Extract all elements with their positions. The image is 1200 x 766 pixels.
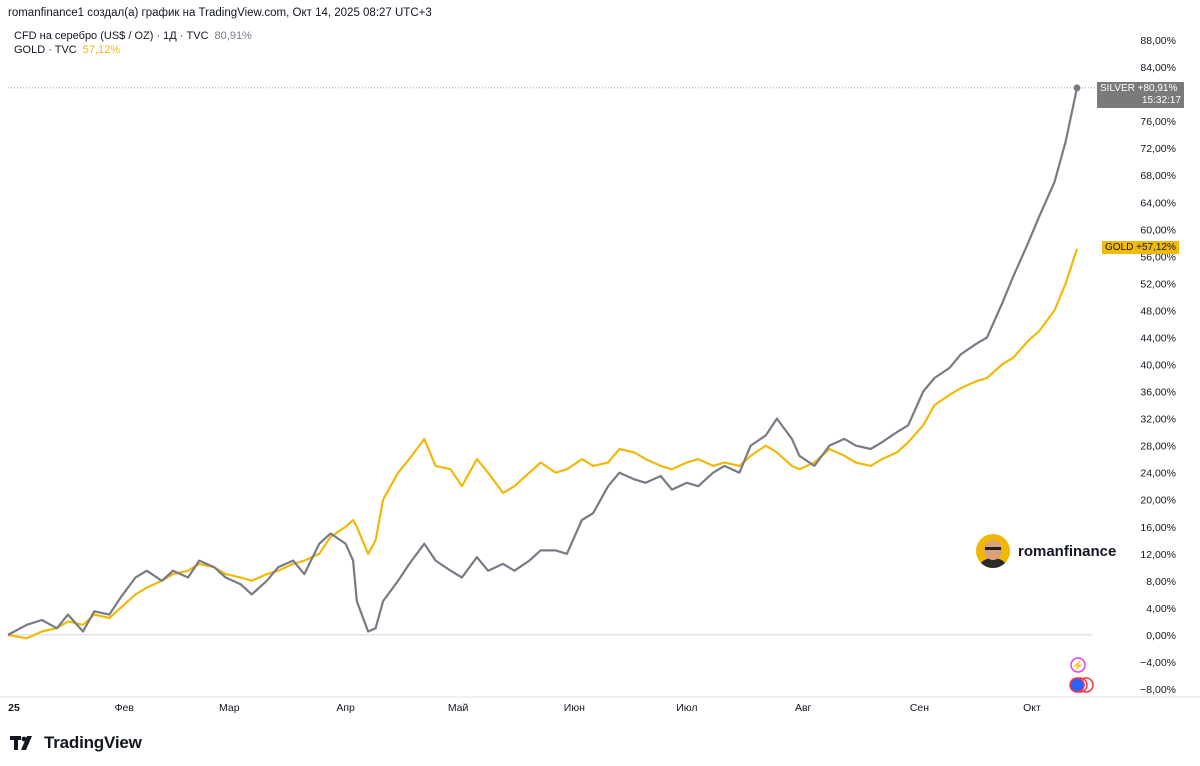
x-tick-label: Апр — [336, 702, 355, 714]
tradingview-brand: TradingView — [44, 733, 142, 752]
x-tick-label: Май — [448, 702, 469, 714]
legend-gold-name: GOLD · TVC — [14, 44, 77, 56]
y-tick-label: 48,00% — [1140, 305, 1176, 317]
y-tick-label: 28,00% — [1140, 441, 1176, 453]
gold-tag-label: GOLD — [1105, 241, 1134, 253]
y-tick-label: 24,00% — [1140, 468, 1176, 480]
x-tick-label: Июн — [564, 702, 585, 714]
y-tick-label: 36,00% — [1140, 387, 1176, 399]
x-tick-label: Сен — [910, 702, 929, 714]
gold-series-line[interactable] — [7, 248, 1079, 640]
y-tick-label: 44,00% — [1140, 332, 1176, 344]
silver-tag-value: +80,91% — [1137, 82, 1178, 94]
y-tick-label: 16,00% — [1140, 522, 1176, 534]
gold-price-tag: GOLD +57,12% — [1102, 240, 1179, 254]
y-tick-label: 56,00% — [1140, 251, 1176, 263]
y-tick-label: 76,00% — [1140, 116, 1176, 128]
us-flag-event-icon[interactable] — [1069, 677, 1085, 693]
y-tick-label: 32,00% — [1140, 414, 1176, 426]
y-tick-label: 4,00% — [1146, 603, 1176, 615]
y-tick-label: −8,00% — [1140, 684, 1176, 696]
y-tick-label: 88,00% — [1140, 35, 1176, 47]
silver-tag-label: SILVER — [1100, 82, 1135, 94]
y-tick-label: 0,00% — [1146, 630, 1176, 642]
silver-price-tag: SILVER +80,91% 15:32:17 — [1097, 81, 1184, 108]
legend-gold[interactable]: GOLD · TVC 57,12% — [14, 43, 252, 57]
legend-silver[interactable]: CFD на серебро (US$ / OZ) · 1Д · TVC 80,9… — [14, 29, 252, 43]
x-tick-label: Авг — [795, 702, 812, 714]
lightning-glyph-icon: ⚡ — [1072, 659, 1084, 672]
x-tick-label: Фев — [115, 702, 135, 714]
y-tick-label: 40,00% — [1140, 360, 1176, 372]
y-tick-label: −4,00% — [1140, 657, 1176, 669]
x-tick-label: Окт — [1023, 702, 1041, 714]
y-tick-label: 84,00% — [1140, 62, 1176, 74]
y-tick-label: 64,00% — [1140, 197, 1176, 209]
y-tick-label: 20,00% — [1140, 495, 1176, 507]
gold-tag-value: +57,12% — [1136, 241, 1176, 253]
y-tick-label: 52,00% — [1140, 278, 1176, 290]
tradingview-logo[interactable]: TradingView — [10, 733, 142, 753]
y-tick-label: 12,00% — [1140, 549, 1176, 561]
author-watermark: romanfinance — [976, 534, 1116, 568]
legend-silver-name: CFD на серебро (US$ / OZ) · 1Д · TVC — [14, 30, 209, 42]
y-tick-label: 8,00% — [1146, 576, 1176, 588]
author-name: romanfinance — [1018, 542, 1117, 560]
silver-tag-countdown: 15:32:17 — [1142, 94, 1181, 106]
silver-series-line[interactable] — [7, 87, 1079, 636]
x-tick-label: Июл — [676, 702, 697, 714]
chart-legend: CFD на серебро (US$ / OZ) · 1Д · TVC 80,9… — [14, 29, 252, 57]
avatar — [976, 534, 1010, 568]
legend-silver-value: 80,91% — [214, 30, 252, 42]
chart-header: romanfinance1 создал(а) график на Tradin… — [8, 7, 432, 19]
event-lightning-icon[interactable] — [1070, 657, 1086, 673]
tradingview-logo-icon — [10, 736, 32, 750]
y-tick-label: 72,00% — [1140, 143, 1176, 155]
y-tick-label: 60,00% — [1140, 224, 1176, 236]
silver-last-point — [1073, 84, 1081, 92]
y-tick-label: 68,00% — [1140, 170, 1176, 182]
legend-gold-value: 57,12% — [82, 44, 121, 56]
x-tick-label: 25 — [8, 702, 20, 714]
x-tick-label: Мар — [219, 702, 240, 714]
